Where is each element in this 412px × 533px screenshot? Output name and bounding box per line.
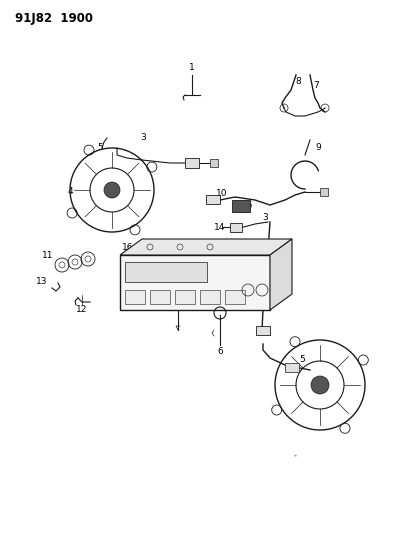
Text: 9: 9 [315, 142, 321, 151]
Bar [175, 290, 195, 304]
Text: 13: 13 [36, 278, 48, 287]
Bar [230, 223, 242, 232]
Text: 3: 3 [262, 214, 268, 222]
Bar [185, 158, 199, 168]
Text: 6: 6 [217, 348, 223, 357]
Text: 14: 14 [214, 223, 226, 232]
Text: 2: 2 [167, 303, 173, 312]
Text: 12: 12 [76, 305, 88, 314]
Text: 8: 8 [295, 77, 301, 86]
Text: 7: 7 [313, 80, 319, 90]
Text: 5: 5 [97, 143, 103, 152]
Circle shape [104, 182, 120, 198]
Text: 16: 16 [122, 244, 134, 253]
Text: 5: 5 [299, 356, 305, 365]
Bar [200, 290, 220, 304]
Bar [206, 195, 220, 204]
Text: 4: 4 [67, 188, 73, 197]
Polygon shape [120, 239, 292, 255]
Bar [285, 363, 299, 372]
Text: 91J82  1900: 91J82 1900 [15, 12, 93, 25]
Polygon shape [270, 239, 292, 310]
Text: 3: 3 [140, 133, 146, 142]
Text: 10: 10 [216, 190, 228, 198]
Bar [150, 290, 170, 304]
Text: 1: 1 [189, 63, 195, 72]
Bar [125, 290, 145, 304]
Text: 11: 11 [42, 252, 54, 261]
Bar [120, 255, 270, 310]
Text: 15: 15 [242, 201, 254, 211]
Bar [232, 200, 250, 212]
Bar [225, 290, 245, 304]
Bar [210, 159, 218, 167]
Bar [125, 262, 208, 282]
Bar [256, 326, 270, 335]
Bar [320, 188, 328, 196]
Circle shape [311, 376, 329, 394]
